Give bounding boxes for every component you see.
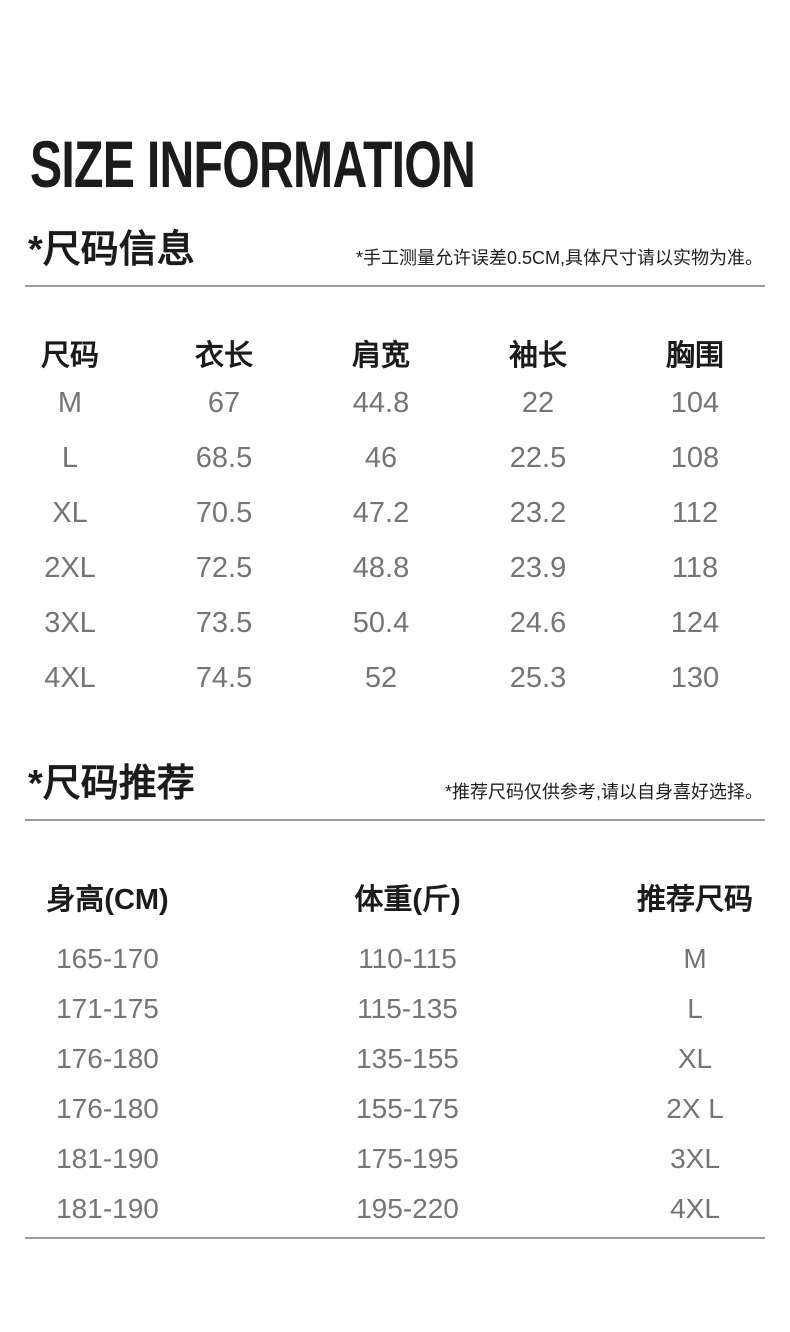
col-header-size: 尺码: [40, 340, 99, 372]
table-cell: 3XL: [670, 1143, 720, 1174]
size-recommend-divider: [25, 819, 765, 821]
table-cell: 181-190: [56, 1193, 159, 1224]
table-cell: L: [61, 442, 79, 474]
table-cell: 3XL: [44, 607, 96, 639]
table-row: 2XL 72.5 48.8 23.9 118: [0, 541, 790, 596]
table-cell: 4XL: [44, 662, 96, 694]
table-cell: 112: [671, 497, 719, 529]
table-cell: 118: [671, 552, 719, 584]
table-cell: 67: [207, 387, 241, 419]
size-info-table: 尺码 衣长 肩宽 袖长 胸围 M 67 44.8 22 104 L 68.5 4…: [0, 332, 790, 706]
table-cell: 22: [521, 387, 555, 419]
size-recommend-heading: *尺码推荐: [28, 763, 195, 805]
table-cell: 23.9: [509, 552, 567, 584]
size-info-table-header-row: 尺码 衣长 肩宽 袖长 胸围: [0, 332, 790, 372]
table-cell: 176-180: [56, 1093, 159, 1124]
table-row: 4XL 74.5 52 25.3 130: [0, 651, 790, 706]
col-header-clothing-length: 衣长: [194, 340, 253, 372]
table-cell: 22.5: [509, 442, 567, 474]
table-cell: 2X L: [666, 1093, 724, 1124]
table-cell: 25.3: [509, 662, 567, 694]
table-cell: 2XL: [44, 552, 96, 584]
size-recommend-note: *推荐尺码仅供参考,请以自身喜好选择。: [444, 782, 763, 802]
table-row: 171-175 115-135 L: [0, 984, 790, 1034]
col-header-recommended-size: 推荐尺码: [636, 884, 753, 916]
table-cell: 165-170: [56, 943, 159, 974]
table-row: 3XL 73.5 50.4 24.6 124: [0, 596, 790, 651]
table-row: 176-180 155-175 2X L: [0, 1084, 790, 1134]
table-cell: L: [687, 993, 703, 1024]
col-header-sleeve-length: 袖长: [508, 340, 567, 372]
table-cell: 47.2: [352, 497, 410, 529]
table-cell: 195-220: [356, 1193, 459, 1224]
table-cell: 48.8: [352, 552, 410, 584]
size-info-table-body: M 67 44.8 22 104 L 68.5 46 22.5 108 XL 7…: [0, 376, 790, 706]
size-recommend-table-header-row: 身高(CM) 体重(斤) 推荐尺码: [0, 876, 790, 916]
table-row: L 68.5 46 22.5 108: [0, 431, 790, 486]
col-header-shoulder-width: 肩宽: [351, 340, 410, 372]
size-recommend-table: 身高(CM) 体重(斤) 推荐尺码 165-170 110-115 M 171-…: [0, 876, 790, 1234]
size-info-divider: [25, 285, 765, 287]
size-info-heading: *尺码信息: [28, 229, 195, 271]
col-header-height: 身高(CM): [46, 884, 169, 916]
table-cell: 68.5: [195, 442, 253, 474]
col-header-weight: 体重(斤): [354, 884, 461, 916]
table-cell: 24.6: [509, 607, 567, 639]
size-info-note: *手工测量允许误差0.5CM,具体尺寸请以实物为准。: [355, 248, 763, 268]
table-cell: 130: [670, 662, 720, 694]
col-header-chest: 胸围: [665, 340, 724, 372]
table-cell: XL: [677, 1043, 713, 1074]
table-row: 181-190 175-195 3XL: [0, 1134, 790, 1184]
table-cell: 110-115: [358, 943, 457, 974]
table-cell: M: [57, 387, 83, 419]
table-cell: 73.5: [195, 607, 253, 639]
table-cell: 108: [670, 442, 720, 474]
bottom-divider: [25, 1237, 765, 1239]
size-info-header: *尺码信息 *手工测量允许误差0.5CM,具体尺寸请以实物为准。: [28, 228, 763, 272]
table-cell: 4XL: [670, 1193, 720, 1224]
table-cell: 135-155: [356, 1043, 459, 1074]
table-cell: 46: [364, 442, 398, 474]
table-cell: 23.2: [509, 497, 567, 529]
size-recommend-header: *尺码推荐 *推荐尺码仅供参考,请以自身喜好选择。: [28, 762, 763, 806]
table-cell: 124: [670, 607, 720, 639]
table-row: M 67 44.8 22 104: [0, 376, 790, 431]
table-cell: 171-175: [56, 993, 159, 1024]
table-cell: 44.8: [352, 387, 410, 419]
table-cell: M: [683, 943, 707, 974]
table-row: XL 70.5 47.2 23.2 112: [0, 486, 790, 541]
table-cell: XL: [52, 497, 88, 529]
page-title: SIZE INFORMATION: [0, 0, 790, 201]
table-row: 181-190 195-220 4XL: [0, 1184, 790, 1234]
size-recommend-table-body: 165-170 110-115 M 171-175 115-135 L 176-…: [0, 934, 790, 1234]
table-cell: 104: [670, 387, 720, 419]
table-cell: 52: [364, 662, 398, 694]
table-cell: 72.5: [195, 552, 253, 584]
table-cell: 70.5: [195, 497, 253, 529]
table-cell: 74.5: [195, 662, 253, 694]
table-cell: 115-135: [357, 993, 458, 1024]
table-row: 165-170 110-115 M: [0, 934, 790, 984]
table-cell: 175-195: [356, 1143, 459, 1174]
table-cell: 176-180: [56, 1043, 159, 1074]
table-row: 176-180 135-155 XL: [0, 1034, 790, 1084]
table-cell: 50.4: [352, 607, 410, 639]
table-cell: 181-190: [56, 1143, 159, 1174]
table-cell: 155-175: [356, 1093, 459, 1124]
page-title-text: SIZE INFORMATION: [30, 127, 476, 201]
